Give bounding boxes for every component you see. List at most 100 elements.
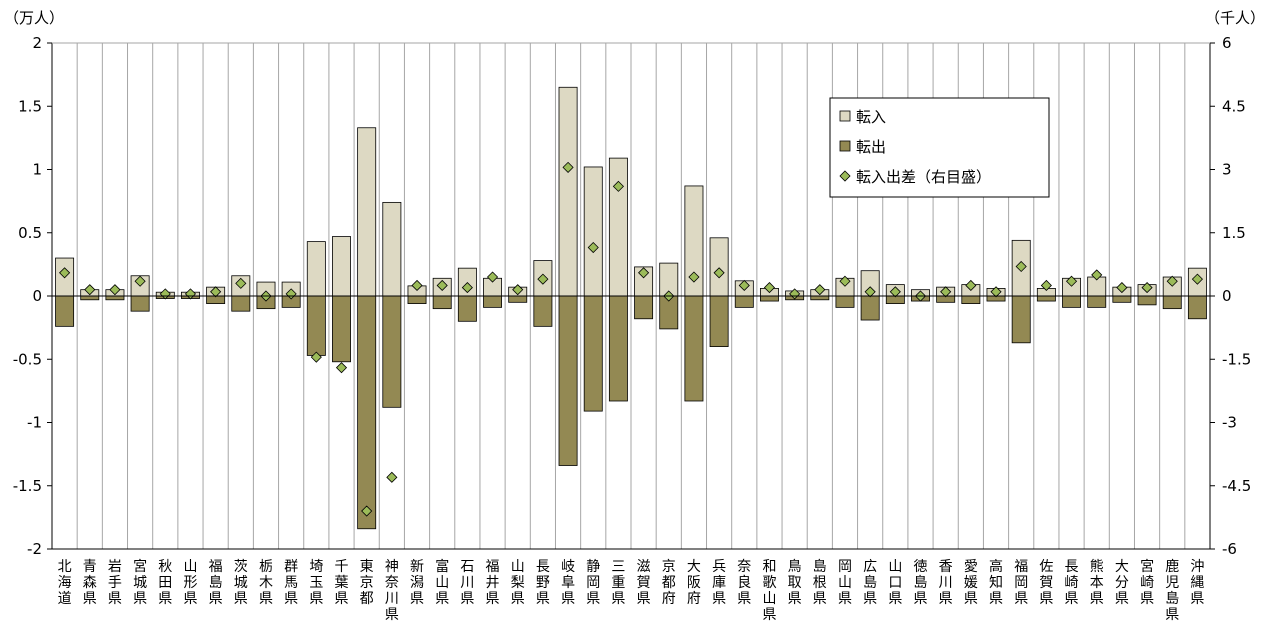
bar-tenshutsu (860, 295, 880, 321)
bar-tenshutsu (835, 295, 855, 308)
legend-swatch (839, 170, 851, 182)
category-label: 東京都 (360, 559, 374, 607)
diff-marker (738, 279, 750, 292)
bar-tennyu (382, 201, 402, 297)
legend-swatch (839, 110, 851, 122)
diff-marker (537, 273, 549, 285)
category-label: 宮崎県 (1140, 559, 1154, 607)
category-label: 岐阜県 (561, 559, 575, 607)
bar-tenshutsu (608, 295, 628, 402)
diff-marker (638, 267, 650, 279)
bar-tennyu (709, 237, 729, 297)
category-label: 埼玉県 (309, 559, 323, 607)
bar-tenshutsu (583, 295, 603, 412)
bar-tenshutsu (80, 295, 100, 301)
bar-tenshutsu (231, 295, 251, 312)
category-label: 栃木県 (259, 559, 273, 607)
category-label: 山梨県 (511, 559, 525, 607)
legend-label: 転入 (856, 108, 886, 126)
diff-marker (763, 282, 776, 294)
right-tick-label: -4.5 (1222, 477, 1251, 495)
category-label: 鳥取県 (788, 559, 802, 607)
category-label: 香川県 (939, 559, 953, 607)
diff-marker (688, 271, 700, 283)
diff-marker (1065, 275, 1078, 287)
category-label: 長崎県 (1065, 559, 1079, 607)
category-label: 高知県 (989, 558, 1003, 607)
diff-marker (436, 279, 448, 292)
bar-tenshutsu (332, 295, 351, 363)
category-label: 石川県 (460, 559, 474, 607)
category-label: 三重県 (611, 559, 625, 607)
bar-tenshutsu (810, 295, 830, 301)
bar-tenshutsu (407, 295, 427, 304)
right-tick-label: 4.5 (1222, 97, 1246, 115)
diff-marker (889, 286, 901, 298)
category-label: 神奈川県 (385, 559, 399, 623)
diff-marker (562, 161, 574, 173)
category-label: 福島県 (209, 559, 223, 607)
bar-tenshutsu (432, 295, 452, 310)
diff-marker (1141, 282, 1153, 294)
bar-tennyu (583, 166, 603, 297)
category-label: 沖縄県 (1190, 559, 1204, 607)
right-tick-label: -3 (1222, 414, 1237, 432)
bar-tennyu (306, 241, 326, 297)
diff-marker (1091, 269, 1103, 281)
diff-marker (512, 284, 524, 296)
category-label: 山口県 (888, 559, 902, 607)
bar-tenshutsu (709, 295, 729, 347)
bar-tenshutsu (1011, 295, 1031, 344)
bar-tenshutsu (961, 295, 981, 304)
diff-marker (864, 286, 876, 298)
diff-marker (310, 351, 322, 363)
legend-swatch (839, 140, 851, 152)
category-label: 宮城県 (133, 559, 147, 607)
bar-tennyu (357, 127, 377, 297)
category-label: 福井県 (486, 559, 500, 607)
diff-marker (1166, 275, 1178, 287)
category-label: 兵庫県 (712, 559, 726, 607)
right-tick-label: -6 (1222, 540, 1237, 558)
category-label: 広島県 (863, 559, 877, 607)
bar-tenshutsu (105, 295, 125, 301)
right-tick-label: -1.5 (1222, 350, 1251, 368)
axes (47, 42, 1215, 550)
diff-marker (1040, 279, 1052, 292)
diff-marker (839, 275, 851, 287)
left-tick-label: 1 (32, 161, 42, 179)
diff-marker (361, 505, 373, 517)
category-label: 佐賀県 (1039, 559, 1053, 607)
bar-tenshutsu (306, 295, 326, 356)
diff-marker (386, 471, 398, 483)
right-tick-label: 3 (1222, 161, 1232, 179)
bar-tenshutsu (1137, 295, 1157, 306)
diff-marker (940, 286, 952, 298)
bar-tenshutsu (1112, 295, 1132, 303)
category-label: 秋田県 (158, 559, 172, 607)
right-tick-label: 0 (1222, 287, 1232, 305)
diff-marker (84, 284, 96, 296)
labels: 2 1.5 1 0.5 0 -0.5 -1 -1.5 -2 6 4.5 3 1.5 0 -1.5 -3 -4.5… (4, 9, 1265, 623)
bar-tennyu (558, 86, 578, 297)
category-label: 愛媛県 (964, 559, 978, 607)
diff-marker (1015, 260, 1027, 273)
diff-marker (990, 286, 1002, 298)
bar-tenshutsu (130, 295, 150, 312)
left-tick-label: -1 (27, 414, 42, 432)
left-tick-label: -2 (27, 540, 42, 558)
left-tick-label: 1.5 (18, 97, 42, 115)
category-label: 新潟県 (410, 559, 424, 607)
diff-marker (411, 279, 423, 292)
category-label: 奈良県 (737, 559, 751, 607)
bar-tenshutsu (1036, 295, 1056, 302)
bar-tenshutsu (382, 295, 402, 408)
left-axis-unit: （万人） (4, 9, 64, 27)
category-label: 滋賀県 (637, 559, 651, 607)
category-label: 島根県 (813, 559, 827, 607)
left-tick-label: 0.5 (18, 224, 42, 242)
bar-tenshutsu (508, 295, 528, 303)
bar-tenshutsu (357, 295, 377, 530)
